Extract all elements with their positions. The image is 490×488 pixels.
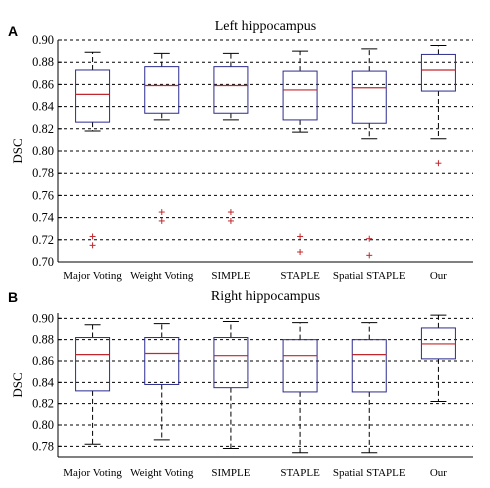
x-tick-label: Weight Voting [130, 270, 194, 282]
chart-panel-b: B Right hippocampus DSC 0.78 0.80 0.82 0.84 0.8… [8, 289, 473, 479]
y-tick-label: 0.78 [32, 166, 54, 180]
y-tick-label: 0.84 [32, 100, 55, 114]
y-tick-label: 0.80 [32, 418, 54, 432]
box-group: Our [420, 45, 456, 282]
x-tick-label: Spatial STAPLE [333, 467, 406, 479]
box [351, 70, 387, 124]
outlier-point [297, 249, 304, 256]
y-tick-label: 0.80 [32, 144, 54, 158]
x-tick-label: Spatial STAPLE [333, 270, 406, 282]
box [75, 69, 111, 123]
box-group: Major Voting [63, 51, 122, 282]
box-group: Our [420, 314, 456, 479]
x-tick-label: STAPLE [280, 270, 320, 282]
y-tick-label: 0.90 [32, 311, 54, 325]
x-tick-label: SIMPLE [211, 270, 250, 282]
box [213, 337, 249, 389]
outlier-point [297, 233, 304, 240]
outlier-point [158, 217, 165, 224]
x-tick-label: Weight Voting [130, 467, 194, 479]
panel-letter: B [8, 289, 18, 305]
box-group: Spatial STAPLE [333, 322, 406, 479]
box [420, 53, 456, 92]
y-tick-label: 0.86 [32, 354, 54, 368]
box-group: Weight Voting [130, 323, 194, 479]
outlier-point [435, 160, 442, 167]
box-group: Weight Voting [130, 52, 194, 282]
box [213, 66, 249, 114]
y-axis-label: DSC [10, 138, 25, 163]
chart-title: Left hippocampus [215, 19, 316, 34]
chart-panel-a: A Left hippocampus DSC 0.70 0.72 0.74 0.76 0.78… [8, 19, 473, 282]
box [282, 339, 318, 393]
x-tick-label: STAPLE [280, 467, 320, 479]
outlier-point [366, 252, 373, 259]
y-tick-label: 0.88 [32, 333, 54, 347]
y-tick-label: 0.82 [32, 122, 54, 136]
x-tick-label: Major Voting [63, 467, 122, 479]
outlier-point [227, 209, 234, 216]
box [282, 70, 318, 121]
y-axis-label: DSC [10, 372, 25, 397]
x-tick-label: SIMPLE [211, 467, 250, 479]
outlier-point [366, 235, 373, 242]
y-tick-label: 0.88 [32, 55, 54, 69]
outlier-point [89, 242, 96, 249]
x-tick-label: Our [430, 270, 447, 282]
panel-letter: A [8, 23, 18, 39]
box [144, 66, 180, 114]
box-group: Major Voting [63, 324, 122, 479]
box-group: SIMPLE [211, 321, 251, 479]
y-tick-label: 0.86 [32, 77, 54, 91]
x-tick-label: Our [430, 467, 447, 479]
box [144, 337, 180, 385]
y-tick-label: 0.70 [32, 255, 54, 269]
y-tick-label: 0.76 [32, 188, 54, 202]
outlier-point [227, 217, 234, 224]
y-tick-label: 0.82 [32, 397, 54, 411]
box-group: STAPLE [280, 322, 320, 479]
y-tick-label: 0.90 [32, 33, 54, 47]
box-group: SIMPLE [211, 52, 251, 282]
outlier-point [158, 209, 165, 216]
outlier-point [89, 233, 96, 240]
box-group: Spatial STAPLE [333, 48, 406, 282]
chart-title: Right hippocampus [211, 289, 320, 304]
box [351, 339, 387, 393]
box-group: STAPLE [280, 50, 320, 282]
y-tick-label: 0.72 [32, 233, 54, 247]
x-tick-label: Major Voting [63, 270, 122, 282]
y-tick-label: 0.78 [32, 439, 54, 453]
box [75, 337, 111, 392]
y-tick-label: 0.74 [32, 211, 55, 225]
y-tick-label: 0.84 [32, 375, 55, 389]
